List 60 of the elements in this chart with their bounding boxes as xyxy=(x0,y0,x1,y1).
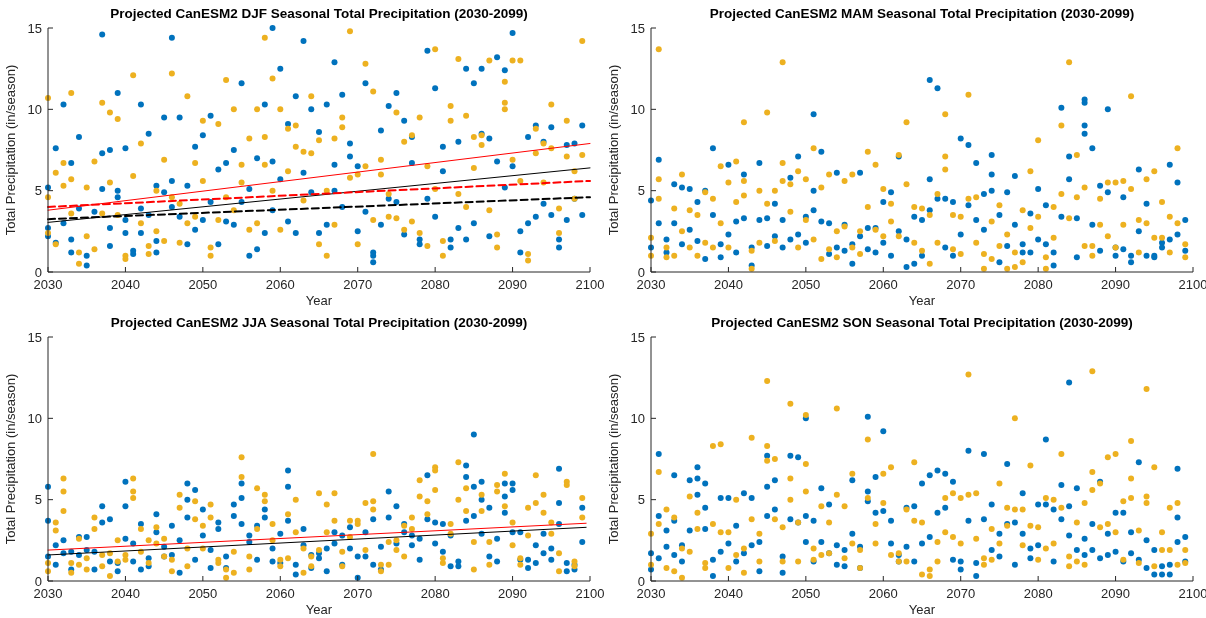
y-tick-label: 5 xyxy=(637,492,645,508)
x-tick-label: 2050 xyxy=(791,277,821,292)
x-tick-label: 2090 xyxy=(498,277,528,292)
x-tick-label: 2070 xyxy=(946,586,976,601)
x-axis-title: Year xyxy=(305,293,333,308)
y-tick-label: 15 xyxy=(27,20,42,36)
x-tick-label: 2080 xyxy=(1023,586,1053,601)
y-tick-label: 10 xyxy=(27,101,42,117)
x-tick-label: 2040 xyxy=(713,277,743,292)
x-tick-label: 2060 xyxy=(868,586,898,601)
x-tick-label: 2050 xyxy=(791,586,821,601)
y-tick-label: 15 xyxy=(630,329,645,345)
y-tick-label: 0 xyxy=(34,264,42,280)
y-tick-label: 15 xyxy=(630,20,645,36)
x-tick-label: 2100 xyxy=(575,586,605,601)
y-axis-title: Total Precipitation (in/season) xyxy=(606,64,621,236)
x-tick-label: 2050 xyxy=(188,277,218,292)
x-tick-label: 2040 xyxy=(713,586,743,601)
x-tick-label: 2030 xyxy=(636,277,666,292)
chart-title: Projected CanESM2 JJA Seasonal Total Precipitation (2030-2099) xyxy=(110,315,528,330)
x-tick-label: 2040 xyxy=(110,277,140,292)
y-axis-title: Total Precipitation (in/season) xyxy=(606,373,621,545)
x-tick-label: 2030 xyxy=(636,586,666,601)
x-tick-label: 2090 xyxy=(1101,277,1131,292)
y-tick-label: 5 xyxy=(34,492,42,508)
x-tick-label: 2070 xyxy=(946,277,976,292)
y-tick-label: 0 xyxy=(34,573,42,589)
chart-title: Projected CanESM2 DJF Seasonal Total Precipitation (2030-2099) xyxy=(110,6,528,21)
y-tick-label: 10 xyxy=(630,101,645,117)
x-axis-title: Year xyxy=(908,602,936,617)
y-tick-label: 5 xyxy=(34,183,42,199)
x-tick-label: 2090 xyxy=(498,586,528,601)
x-tick-label: 2100 xyxy=(575,277,605,292)
x-tick-label: 2080 xyxy=(1023,277,1053,292)
x-tick-label: 2080 xyxy=(420,586,450,601)
x-tick-label: 2060 xyxy=(265,277,295,292)
x-axis-title: Year xyxy=(305,602,333,617)
y-axis-title: Total Precipitation (in/season) xyxy=(3,64,18,236)
x-tick-label: 2100 xyxy=(1178,277,1206,292)
y-axis-title: Total Precipitation (in/season) xyxy=(3,373,18,545)
y-tick-label: 15 xyxy=(27,329,42,345)
y-tick-label: 10 xyxy=(630,410,645,426)
chart-title: Projected CanESM2 SON Seasonal Total Precipitation (2030-2099) xyxy=(711,315,1133,330)
x-tick-label: 2100 xyxy=(1178,586,1206,601)
y-tick-label: 0 xyxy=(637,573,645,589)
x-tick-label: 2050 xyxy=(188,586,218,601)
y-tick-label: 10 xyxy=(27,410,42,426)
y-tick-label: 0 xyxy=(637,264,645,280)
x-tick-label: 2080 xyxy=(420,277,450,292)
x-tick-label: 2030 xyxy=(33,586,63,601)
x-axis-title: Year xyxy=(908,293,936,308)
x-tick-label: 2060 xyxy=(265,586,295,601)
x-tick-label: 2090 xyxy=(1101,586,1131,601)
x-tick-label: 2060 xyxy=(868,277,898,292)
x-tick-label: 2070 xyxy=(343,586,373,601)
x-tick-label: 2070 xyxy=(343,277,373,292)
chart-title: Projected CanESM2 MAM Seasonal Total Precipitation (2030-2099) xyxy=(709,6,1135,21)
x-tick-label: 2040 xyxy=(110,586,140,601)
y-tick-label: 5 xyxy=(637,183,645,199)
x-tick-label: 2030 xyxy=(33,277,63,292)
